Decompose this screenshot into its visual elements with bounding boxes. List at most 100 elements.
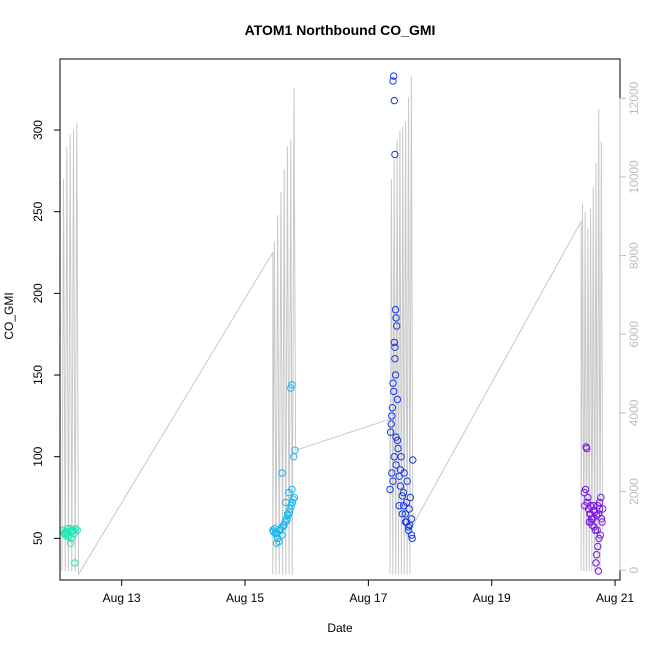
y2-tick-label-0: 0 [627,567,641,574]
data-point-s1-25 [288,485,296,494]
data-point-s2-17 [390,72,398,80]
y-axis: 50 100 150 200 250 300 [31,120,60,545]
data-point-s1-23 [282,498,290,507]
data-point-s3-17 [591,526,599,534]
data-point-s1-29 [291,446,299,454]
data-point-s3-24 [584,493,592,502]
data-point-s2-36 [406,493,414,502]
data-point-s2-24 [391,343,399,351]
data-point-s2-29 [388,412,396,420]
data-point-s3-28 [596,531,604,539]
x-tick-label-2: Aug 17 [349,591,387,605]
data-point-s0-19 [68,526,76,534]
data-point-s0-16 [66,524,74,533]
data-point-s0-14 [71,559,79,567]
data-point-s2-47 [408,534,416,543]
data-point-s3-36 [589,515,597,523]
altitude-trace [61,76,604,577]
data-point-s0-18 [61,531,70,539]
data-point-s2-16 [389,77,397,85]
data-point-s2-18 [390,96,398,105]
data-point-s2-38 [398,510,406,518]
data-point-s2-28 [388,404,397,412]
y2-tick-label-5: 10000 [627,160,641,194]
data-point-s3-30 [594,542,602,551]
data-point-s2-1 [388,469,396,477]
data-point-s2-48 [391,355,399,363]
data-point-s0-12 [66,539,75,547]
data-point-s2-14 [407,515,416,523]
data-point-s2-40 [404,523,413,531]
data-point-s2-32 [394,444,402,453]
data-point-s1-16 [274,534,282,543]
data-point-s3-11 [597,493,605,502]
y-tick-label-0: 50 [31,531,45,545]
data-point-s3-14 [583,444,591,453]
y2-tick-label-3: 6000 [627,321,641,348]
data-point-s2-34 [400,469,408,477]
data-point-s2-44 [399,488,408,497]
data-point-s3-1 [581,485,590,494]
x-axis: Aug 13 Aug 15 Aug 17 Aug 19 Aug 21 [103,580,634,605]
data-point-s1-33 [278,523,287,531]
y-tick-label-5: 300 [31,120,45,140]
chart-title: ATOM1 Northbound CO_GMI [245,22,436,38]
data-point-s1-11 [285,508,294,516]
data-point-s1-22 [278,469,286,477]
data-point-s1-14 [290,493,299,502]
data-point-s2-37 [395,502,403,510]
data-point-s3-12 [599,505,607,513]
data-point-s3-23 [595,505,604,513]
data-point-s1-21 [289,495,297,503]
data-point-s2-25 [391,371,400,379]
data-point-s3-34 [581,502,589,510]
data-point-s2-33 [397,453,405,461]
data-point-s3-29 [595,534,603,543]
data-point-s2-10 [401,510,410,518]
data-point-s2-49 [393,395,402,404]
data-point-s2-2 [389,477,397,485]
x-tick-label-4: Aug 21 [596,591,634,605]
y-tick-label-4: 250 [31,201,45,221]
data-point-s2-8 [398,492,406,500]
data-point-s2-21 [392,314,400,322]
data-point-s1-27 [288,381,296,389]
x-tick-label-3: Aug 19 [473,591,511,605]
data-point-s1-31 [272,539,281,547]
data-point-s1-34 [283,510,292,518]
y-tick-label-1: 100 [31,446,45,466]
y-tick-label-2: 150 [31,365,45,385]
data-point-s3-33 [594,567,603,575]
data-point-s3-19 [597,515,606,523]
data-point-s2-31 [386,428,395,436]
data-point-s2-30 [387,420,395,428]
data-point-s2-42 [392,433,400,441]
secondary-y-axis: 0 2000 4000 6000 8000 10000 12000 [619,81,641,574]
data-point-s2-27 [390,387,398,396]
y2-tick-label-4: 8000 [627,242,641,269]
data-points [59,72,607,575]
data-point-s3-31 [592,551,601,559]
x-axis-label: Date [327,621,353,635]
y-axis-label: CO_GMI [2,292,16,339]
data-point-s2-20 [391,306,400,314]
data-point-s2-35 [403,477,411,485]
data-point-s1-26 [287,384,295,392]
data-point-s3-37 [598,518,606,526]
data-point-s2-43 [396,482,405,490]
y2-tick-label-2: 4000 [627,399,641,426]
data-point-s2-26 [389,379,397,387]
data-point-s1-12 [287,502,295,510]
data-point-s2-46 [405,505,413,513]
y2-tick-label-1: 2000 [627,478,641,505]
plot-frame [59,58,621,581]
data-point-s2-19 [391,150,399,159]
data-point-s3-32 [592,559,600,567]
data-point-s2-45 [402,498,411,507]
data-point-s2-41 [407,531,416,539]
x-tick-label-1: Aug 15 [226,591,264,605]
y-tick-label-3: 200 [31,283,45,303]
data-point-s2-15 [409,456,417,464]
data-point-s2-23 [390,338,398,347]
